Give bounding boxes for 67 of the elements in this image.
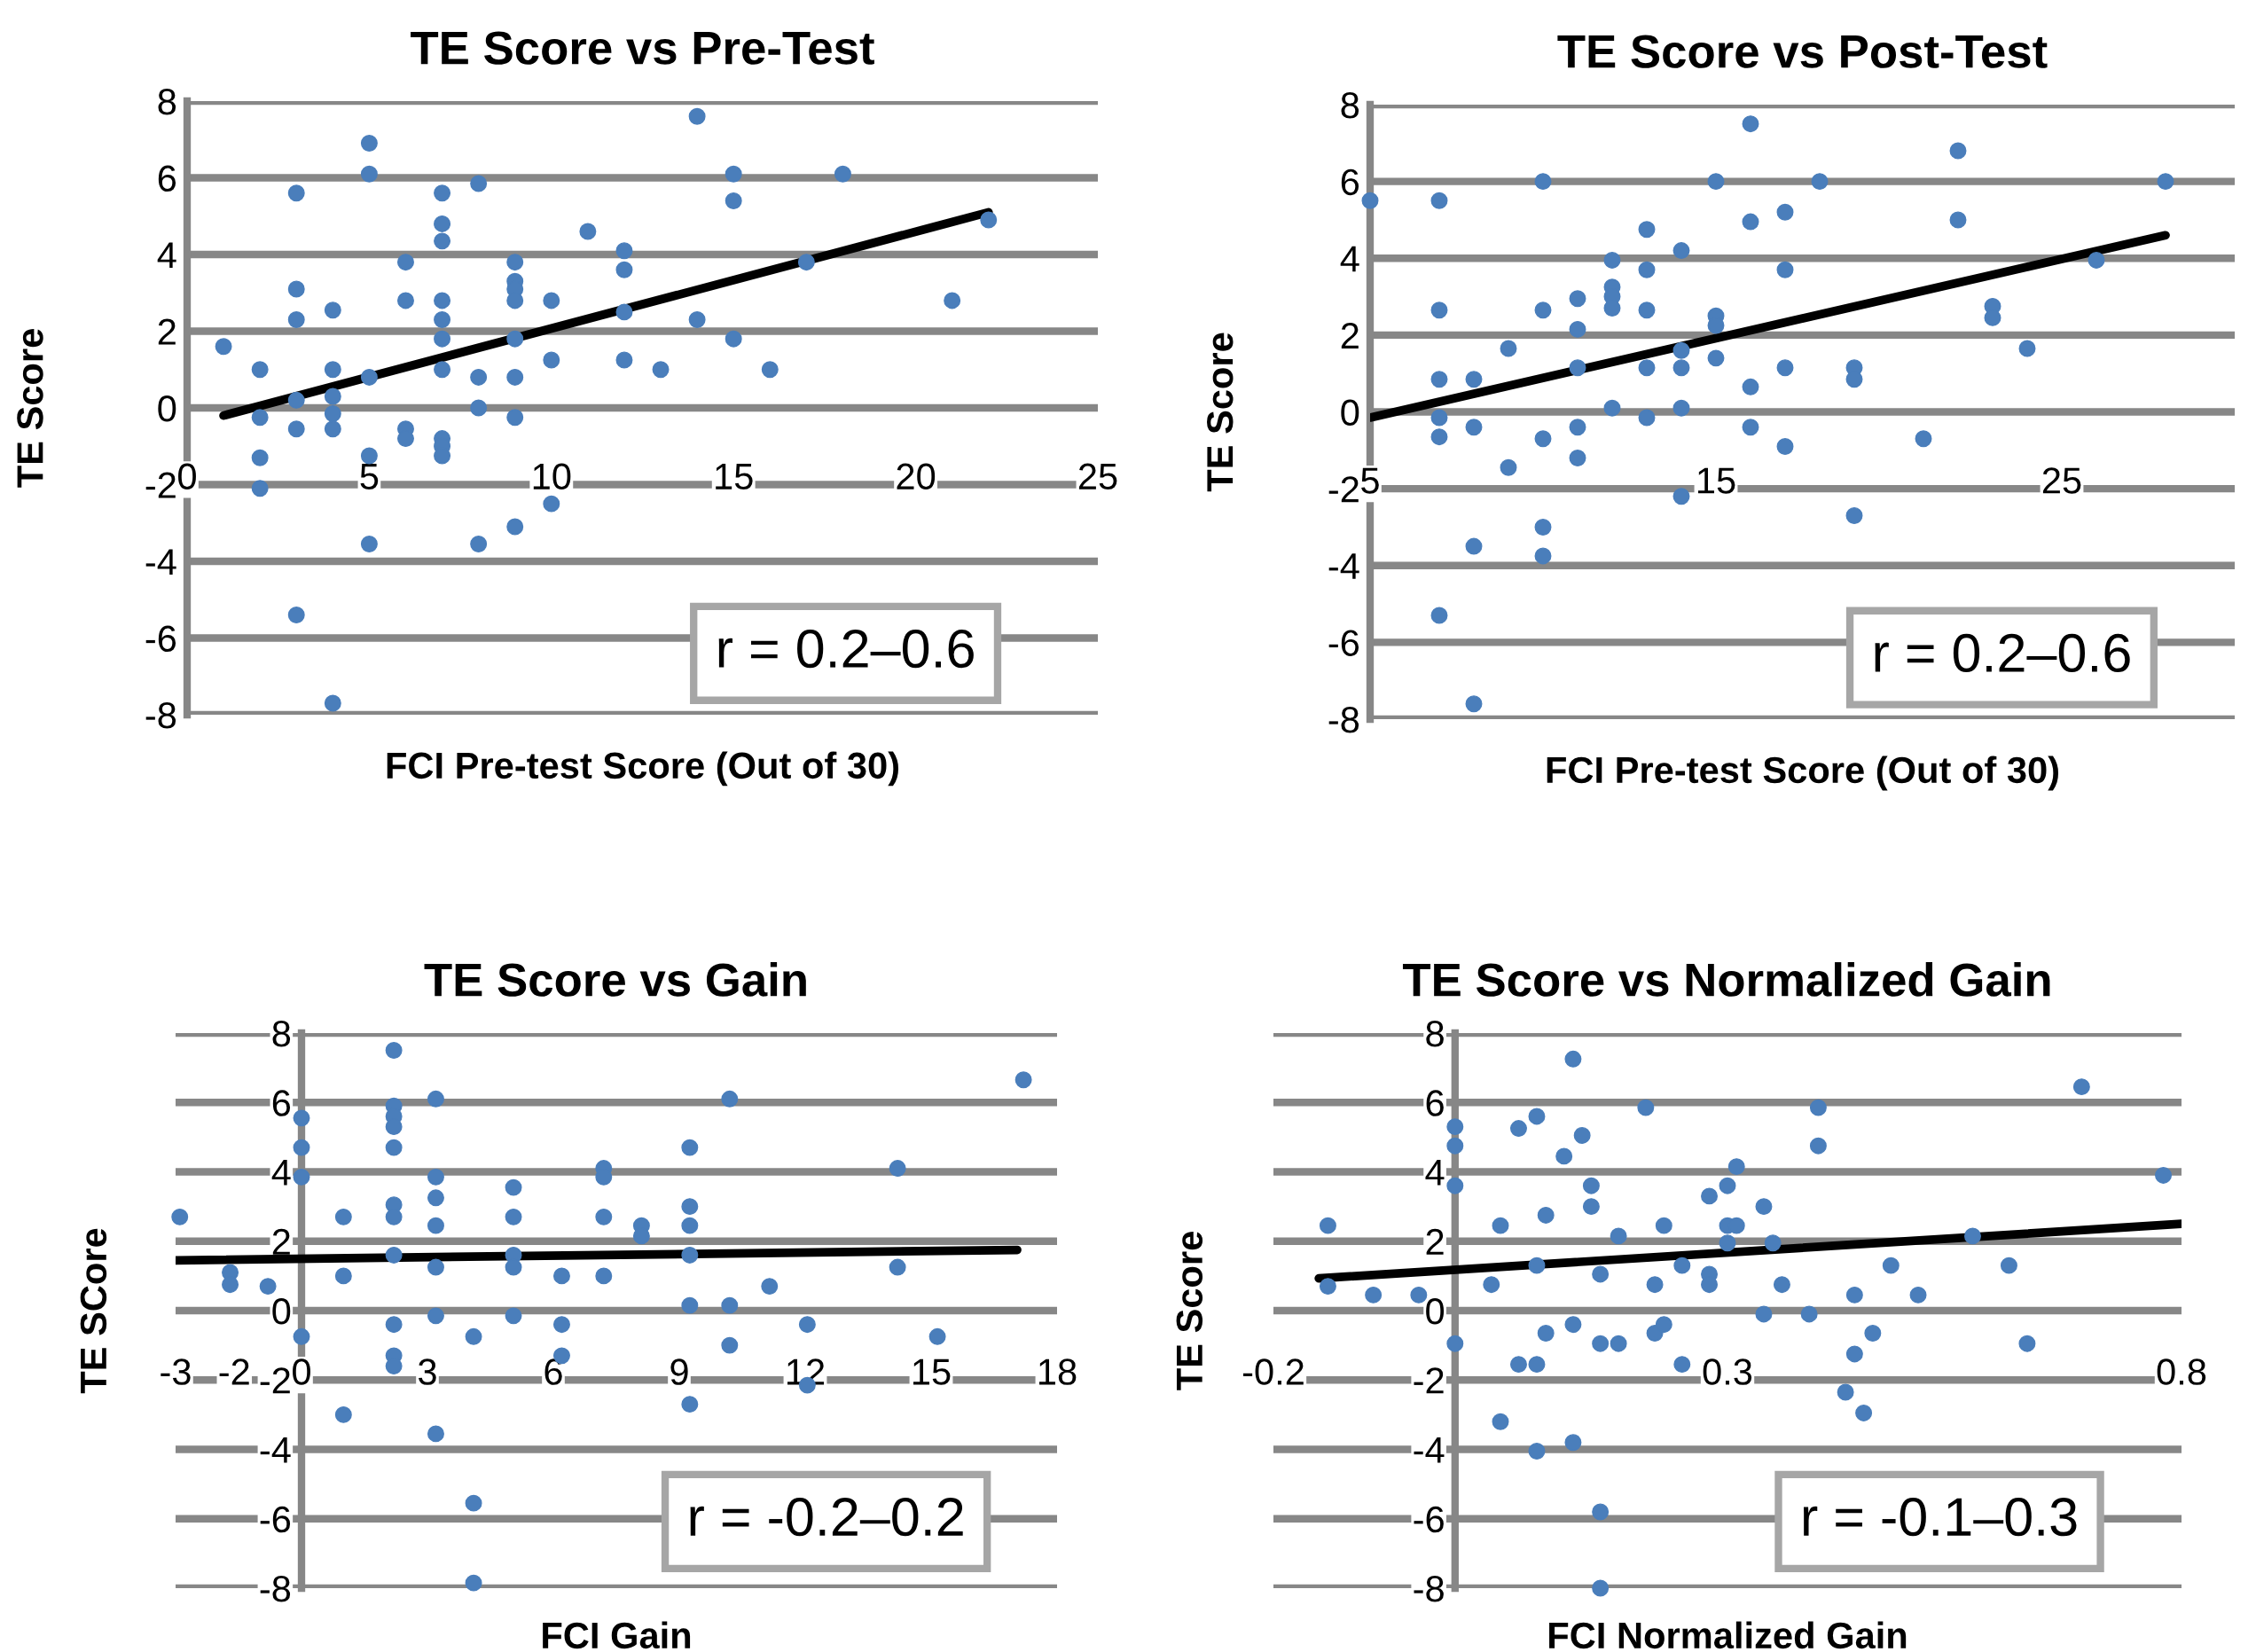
x-tick-label: 15 [1698, 467, 1735, 494]
y-tick-label: -4 [1414, 1437, 1445, 1463]
y-tick-label: 2 [1426, 1228, 1444, 1255]
annotation: r = 0.2–0.6 [1875, 633, 2130, 673]
annotation: r = -0.1–0.3 [1803, 1498, 2077, 1537]
y-tick-label: -8 [1414, 1576, 1444, 1602]
y-tick-label: 2 [272, 1228, 290, 1255]
y-axis-title: TE SCore [80, 1228, 107, 1394]
y-axis-title: TE Score [1176, 1232, 1203, 1390]
y-tick-label: -6 [1414, 1506, 1444, 1533]
y-tick-label: 4 [157, 242, 176, 269]
y-tick-label: 6 [272, 1090, 291, 1116]
y-tick-label: 8 [1341, 92, 1359, 119]
x-tick-label: 9 [670, 1358, 688, 1385]
x-tick-label: 25 [1078, 463, 1117, 490]
y-tick-label: -6 [260, 1506, 291, 1533]
chart-title: TE Score vs Gain [424, 962, 806, 997]
y-tick-label: -8 [260, 1576, 291, 1602]
x-axis-title: FCI Gain [543, 1621, 691, 1649]
x-tick-label: -0.2 [1242, 1358, 1304, 1385]
x-tick-label: 5 [360, 464, 379, 490]
x-axis-title: FCI Pre-test Score (Out of 30) [387, 751, 898, 787]
y-tick-label: 4 [271, 1159, 291, 1186]
x-tick-label: 5 [1361, 467, 1379, 494]
x-axis-title: FCI Normalized Gain [1549, 1621, 1907, 1649]
y-tick-label: -8 [1328, 707, 1359, 733]
x-tick-label: 0 [178, 463, 196, 490]
annotation: r = -0.2–0.2 [690, 1498, 963, 1537]
y-tick-label: 6 [1426, 1090, 1444, 1116]
y-tick-label: 2 [1341, 322, 1359, 348]
x-tick-label: 25 [2042, 467, 2081, 494]
x-tick-label: 0.3 [1703, 1358, 1752, 1385]
chart-title: TE Score vs Post-Test [1557, 35, 2048, 68]
x-tick-label: 0.8 [2157, 1358, 2206, 1385]
y-axis-title: TE Score [1207, 333, 1234, 492]
y-axis-title: TE Score [17, 329, 43, 488]
y-tick-label: 0 [158, 395, 176, 422]
y-tick-label: 0 [272, 1298, 291, 1325]
y-tick-label: 6 [158, 165, 176, 192]
chart-title: TE Score vs Normalized Gain [1402, 962, 2050, 997]
x-tick-label: 15 [716, 464, 753, 490]
y-tick-label: -6 [1328, 630, 1359, 656]
y-tick-label: 8 [1426, 1021, 1444, 1047]
x-tick-label: -2 [219, 1358, 249, 1385]
x-tick-label: 10 [533, 463, 571, 490]
y-tick-label: 0 [1426, 1298, 1445, 1325]
x-tick-label: -3 [161, 1358, 191, 1385]
y-tick-label: -6 [145, 625, 176, 653]
chart-title: TE Score vs Pre-Test [411, 31, 874, 65]
y-tick-label: 2 [158, 318, 176, 345]
x-axis-title: FCI Pre-test Score (Out of 30) [1547, 756, 2058, 791]
x-tick-label: 18 [1039, 1358, 1077, 1385]
y-tick-label: 6 [1341, 168, 1359, 196]
x-tick-label: 20 [897, 463, 936, 490]
y-tick-label: 0 [1341, 399, 1359, 427]
x-tick-label: 3 [419, 1358, 436, 1385]
annotation: r = 0.2–0.6 [718, 629, 974, 669]
y-tick-label: -4 [260, 1437, 291, 1463]
y-tick-label: -8 [145, 702, 176, 729]
y-tick-label: -4 [1328, 553, 1359, 579]
x-tick-label: 15 [913, 1358, 951, 1385]
y-tick-label: 8 [158, 89, 176, 115]
x-tick-label: 0 [293, 1358, 310, 1385]
y-tick-label: 4 [1425, 1159, 1445, 1186]
y-tick-label: -4 [145, 549, 176, 575]
y-tick-label: 8 [272, 1021, 291, 1047]
y-tick-label: 4 [1340, 246, 1359, 272]
